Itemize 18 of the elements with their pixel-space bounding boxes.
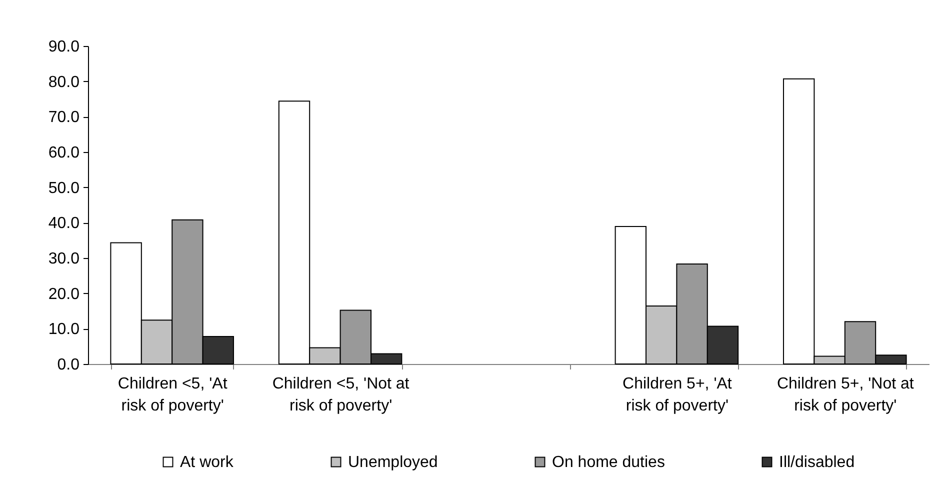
y-tick-label: 50.0 bbox=[48, 180, 80, 197]
x-tick-label: Children 5+, 'Not at risk of poverty' bbox=[776, 376, 914, 414]
y-tick-label: 40.0 bbox=[48, 215, 80, 232]
y-tick-label: 0.0 bbox=[57, 356, 80, 374]
legend-label: On home duties bbox=[552, 454, 665, 471]
x-tick-label: Children 5+, 'At risk of poverty' bbox=[622, 376, 732, 414]
x-tick-label: Children <5, 'At risk of poverty' bbox=[118, 376, 228, 414]
legend-label: Unemployed bbox=[348, 454, 438, 471]
y-tick-label: 70.0 bbox=[48, 109, 80, 126]
y-tick-label: 90.0 bbox=[48, 38, 80, 56]
y-tick-label: 30.0 bbox=[48, 250, 80, 268]
y-tick-label: 80.0 bbox=[48, 74, 80, 91]
y-tick-label: 60.0 bbox=[48, 144, 80, 162]
legend-label: Ill/disabled bbox=[779, 454, 855, 471]
legend-label: At work bbox=[180, 454, 234, 471]
y-tick-label: 20.0 bbox=[48, 286, 80, 303]
x-tick-label: Children <5, 'Not at risk of poverty' bbox=[272, 376, 410, 414]
y-tick-label: 10.0 bbox=[48, 321, 80, 338]
